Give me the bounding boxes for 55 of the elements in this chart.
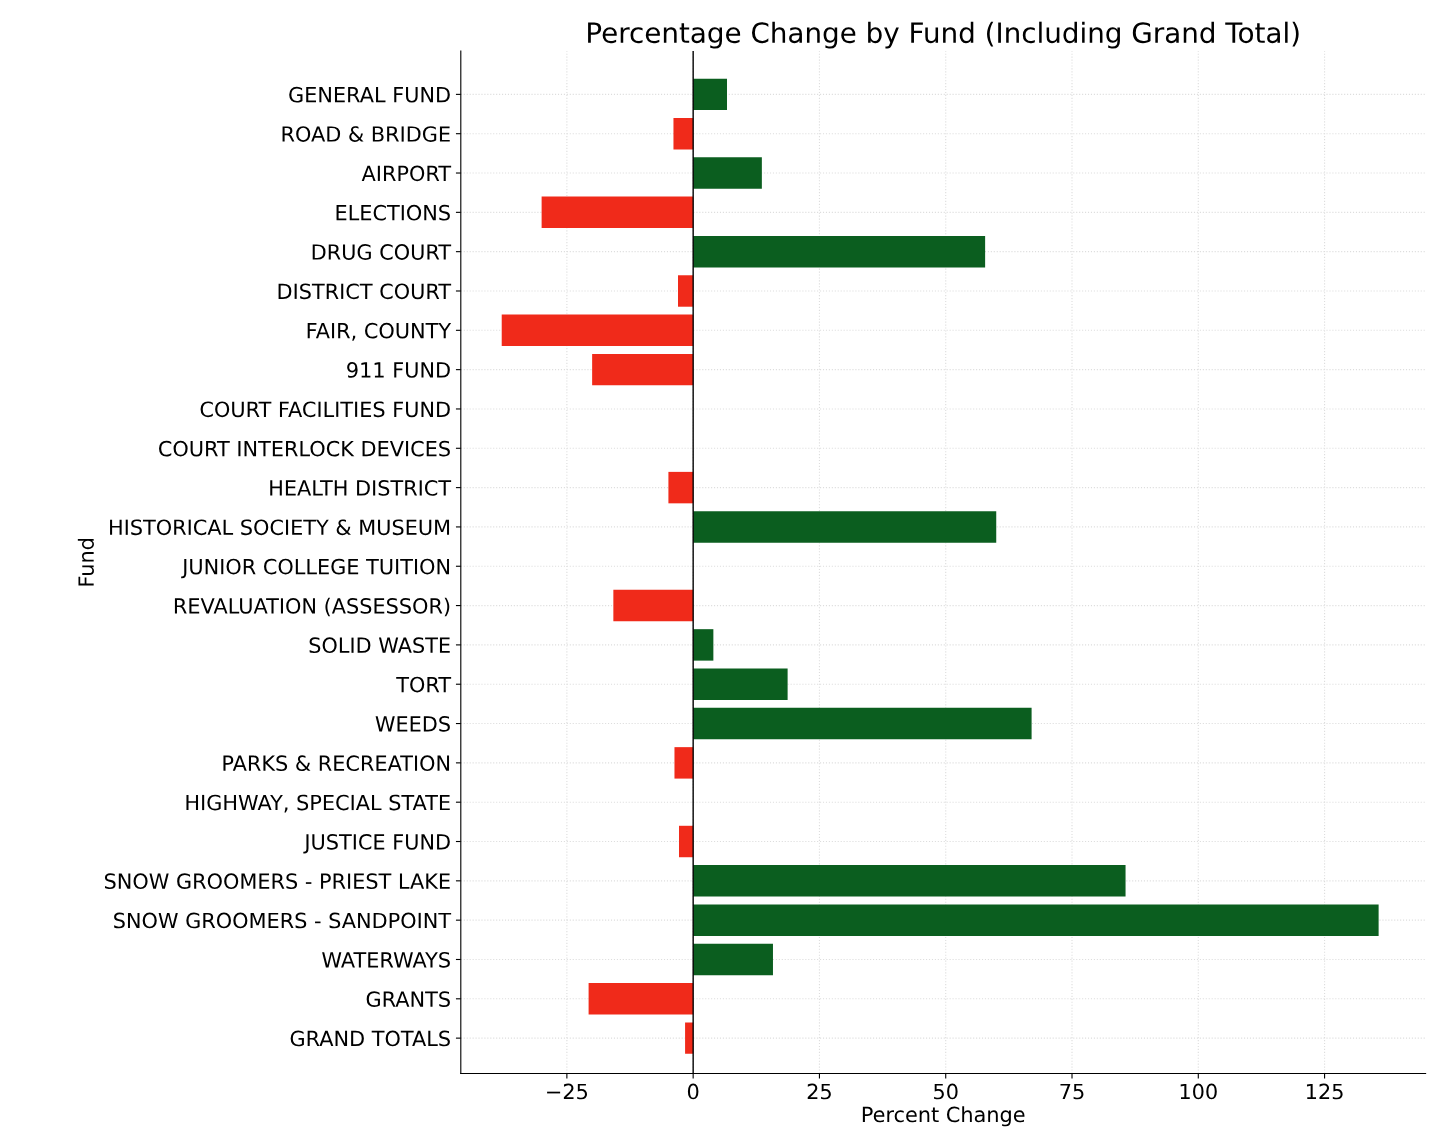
- x-tick-label: 25: [807, 1083, 831, 1100]
- x-axis-title: Percent Change: [862, 1106, 1025, 1127]
- x-tick-label: 0: [687, 1083, 699, 1100]
- y-tick-label: REVALUATION (ASSESSOR): [174, 597, 450, 617]
- y-tick-label: SNOW GROOMERS - SANDPOINT: [114, 912, 452, 929]
- y-tick-label: ELECTIONS: [336, 204, 450, 221]
- y-tick-label: SNOW GROOMERS - PRIEST LAKE: [104, 873, 450, 890]
- y-tick-label: DRUG COURT: [312, 244, 452, 260]
- bar: [613, 589, 694, 622]
- bar: [679, 825, 694, 858]
- x-tick-label: 50: [934, 1083, 958, 1100]
- y-tick-label: SOLID WASTE: [309, 637, 450, 654]
- bar: [693, 904, 1379, 936]
- y-tick-label: HISTORICAL SOCIETY & MUSEUM: [110, 519, 450, 536]
- bar: [678, 275, 694, 307]
- y-tick-label: ROAD & BRIDGE: [282, 126, 450, 142]
- bar: [693, 511, 997, 543]
- x-tick-label: −25: [547, 1083, 588, 1100]
- bar: [693, 668, 788, 700]
- y-tick-label: COURT FACILITIES FUND: [200, 401, 450, 418]
- bar: [541, 196, 694, 229]
- bar: [693, 629, 714, 661]
- y-tick-label: HEALTH DISTRICT: [270, 480, 452, 496]
- bar: [693, 707, 1032, 740]
- bar: [693, 78, 727, 111]
- y-tick-label: COURT INTERLOCK DEVICES: [159, 440, 450, 457]
- bar: [668, 471, 694, 504]
- y-tick-label: HIGHWAY, SPECIAL STATE: [186, 794, 450, 813]
- y-tick-label: GRANTS: [366, 991, 450, 1008]
- bar: [693, 865, 1126, 897]
- x-tick-label: 75: [1060, 1083, 1084, 1100]
- y-tick-label: DISTRICT COURT: [278, 283, 452, 300]
- y-tick-label: GENERAL FUND: [289, 86, 450, 103]
- y-axis-title: Fund: [77, 538, 94, 586]
- y-tick-label: TORT: [396, 676, 452, 693]
- x-tick-label: 125: [1306, 1083, 1343, 1100]
- y-tick-label: 911 FUND: [347, 362, 450, 378]
- y-tick-label: AIRPORT: [361, 165, 452, 182]
- y-tick-label: WEEDS: [375, 716, 450, 732]
- y-tick-label: JUNIOR COLLEGE TUITION: [181, 558, 450, 579]
- bar: [693, 157, 762, 189]
- y-tick-label: JUSTICE FUND: [303, 833, 450, 854]
- bar: [693, 943, 773, 976]
- bar: [674, 747, 694, 779]
- chart-title: Percentage Change by Fund (Including Grand Total): [588, 21, 1299, 49]
- y-tick-label: GRAND TOTALS: [290, 1030, 450, 1047]
- y-tick-label: FAIR, COUNTY: [307, 322, 452, 341]
- x-tick-label: 100: [1180, 1083, 1217, 1100]
- y-tick-label: PARKS & RECREATION: [223, 755, 450, 772]
- bar: [693, 235, 986, 268]
- bar: [588, 983, 694, 1015]
- bar: [673, 117, 694, 150]
- y-tick-label: WATERWAYS: [322, 951, 450, 968]
- bar: [592, 353, 694, 386]
- bar: [501, 314, 694, 347]
